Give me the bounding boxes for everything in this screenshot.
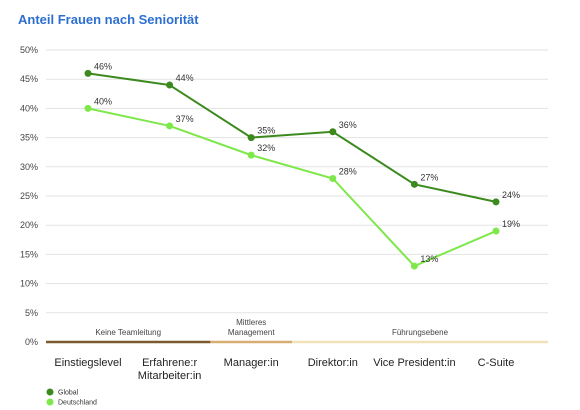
legend-label: Deutschland <box>58 400 97 407</box>
data-label: 37% <box>176 114 194 124</box>
data-point <box>166 81 174 89</box>
y-tick-label: 15% <box>20 249 38 259</box>
data-point <box>166 122 174 130</box>
data-label: 35% <box>257 126 275 136</box>
data-point <box>492 227 500 235</box>
y-tick-label: 5% <box>25 308 38 318</box>
legend-label: Global <box>58 390 79 397</box>
data-point <box>247 134 255 142</box>
data-label: 19% <box>502 219 520 229</box>
data-point <box>84 69 92 77</box>
x-tick-label: Direktor:in <box>308 357 358 369</box>
data-label: 44% <box>176 73 194 83</box>
data-label: 46% <box>94 61 112 71</box>
data-point <box>410 180 418 188</box>
y-tick-label: 40% <box>20 103 38 113</box>
series-line <box>87 72 497 203</box>
x-tick-label: Manager:in <box>224 357 279 369</box>
legend-marker <box>46 398 54 406</box>
x-tick-label: Erfahrene:r <box>142 357 197 369</box>
y-tick-label: 30% <box>20 162 38 172</box>
chart-title: Anteil Frauen nach Seniorität <box>18 12 199 27</box>
data-point <box>247 151 255 159</box>
data-point <box>329 174 337 182</box>
series-line <box>87 107 497 268</box>
data-label: 27% <box>420 172 438 182</box>
y-tick-label: 35% <box>20 133 38 143</box>
data-label: 32% <box>257 143 275 153</box>
data-point <box>410 262 418 270</box>
data-point <box>492 198 500 206</box>
band-label: Management <box>228 328 275 337</box>
data-label: 40% <box>94 96 112 106</box>
y-tick-label: 0% <box>25 337 38 347</box>
band-label: Keine Teamleitung <box>95 328 161 337</box>
band-label: Führungsebene <box>392 328 449 337</box>
x-tick-label: Mitarbeiter:in <box>138 370 202 382</box>
x-tick-label: Vice President:in <box>373 357 455 369</box>
data-label: 24% <box>502 190 520 200</box>
data-label: 28% <box>339 166 357 176</box>
y-tick-label: 45% <box>20 74 38 84</box>
x-tick-label: Einstiegslevel <box>54 357 121 369</box>
x-tick-label: C-Suite <box>478 357 515 369</box>
band-label: Mittleres <box>236 318 266 327</box>
data-point <box>84 104 92 112</box>
legend-marker <box>46 388 54 396</box>
data-point <box>329 128 337 136</box>
data-label: 13% <box>420 254 438 264</box>
y-tick-label: 10% <box>20 279 38 289</box>
y-tick-label: 20% <box>20 220 38 230</box>
data-label: 36% <box>339 120 357 130</box>
y-tick-label: 50% <box>20 45 38 55</box>
y-tick-label: 25% <box>20 191 38 201</box>
